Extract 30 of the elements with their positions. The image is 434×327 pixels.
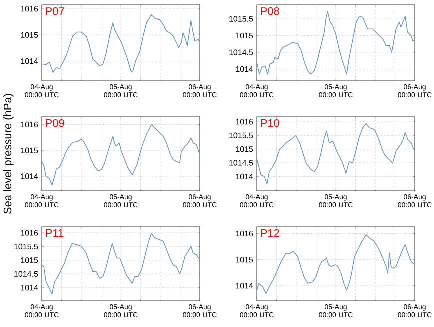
y-tick-label: 1015 — [236, 32, 254, 39]
y-tick-label: 1016 — [21, 230, 38, 236]
chart-title: P09 — [46, 119, 64, 128]
y-tick-label: 1015 — [236, 257, 254, 263]
y-tick-label: 1014 — [236, 174, 254, 180]
y-tick-label: 1014 — [21, 58, 38, 64]
y-tick-label: 1015.5 — [14, 244, 38, 250]
chart-title: P12 — [261, 229, 280, 238]
y-tick-label: 1014.5 — [14, 271, 38, 277]
y-tick-label: 1014 — [21, 285, 38, 291]
y-tick-label: 1016 — [236, 230, 254, 237]
y-tick-label: 1014.5 — [230, 160, 254, 166]
y-tick-label: 1014 — [236, 283, 254, 289]
y-tick-label: 1016 — [21, 6, 38, 12]
y-tick-label: 1014 — [236, 66, 254, 72]
y-tick-label: 1016 — [236, 119, 254, 125]
y-tick-label: 1015 — [21, 258, 38, 264]
y-tick-label: 1015 — [21, 148, 38, 154]
y-tick-label: 1015.5 — [230, 132, 254, 138]
chart-title: P11 — [46, 229, 64, 238]
chart-title: P08 — [261, 7, 280, 16]
y-tick-label: 1015 — [236, 146, 254, 152]
y-axis-title: Sea level pressure (hPa) — [4, 94, 14, 214]
y-tick-label: 1015.5 — [230, 16, 254, 22]
chart-title: P07 — [46, 7, 64, 16]
y-tick-label: 1015 — [21, 32, 38, 38]
chart-title: P10 — [261, 119, 280, 128]
y-tick-label: 1016 — [21, 122, 38, 128]
y-tick-label: 1014.5 — [230, 50, 254, 56]
y-tick-label: 1014 — [21, 174, 38, 180]
